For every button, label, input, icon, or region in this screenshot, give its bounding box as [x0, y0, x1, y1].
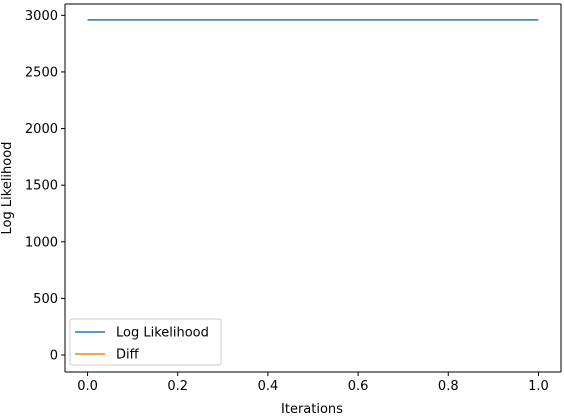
x-tick-label: 0.6 [348, 379, 369, 394]
x-axis-label: Iterations [281, 402, 343, 416]
y-tick-label: 0 [50, 349, 58, 364]
legend-box [69, 318, 222, 366]
legend: Log Likelihood Diff [69, 318, 222, 366]
legend-label-log-likelihood: Log Likelihood [116, 326, 209, 341]
y-tick-label: 3000 [25, 9, 58, 24]
x-tick-label: 0.8 [438, 379, 459, 394]
x-tick-label: 0.2 [167, 379, 188, 394]
x-tick-label: 0.0 [77, 379, 98, 394]
y-tick-label: 2000 [25, 122, 58, 137]
x-tick-label: 1.0 [528, 379, 549, 394]
plot-area [65, 4, 561, 372]
y-tick-label: 2500 [25, 65, 58, 80]
y-tick-label: 500 [33, 292, 58, 307]
y-axis-label: Log Likelihood [0, 142, 15, 235]
x-tick-label: 0.4 [258, 379, 279, 394]
y-tick-label: 1000 [25, 235, 58, 250]
y-tick-label: 1500 [25, 179, 58, 194]
legend-label-diff: Diff [116, 348, 140, 363]
